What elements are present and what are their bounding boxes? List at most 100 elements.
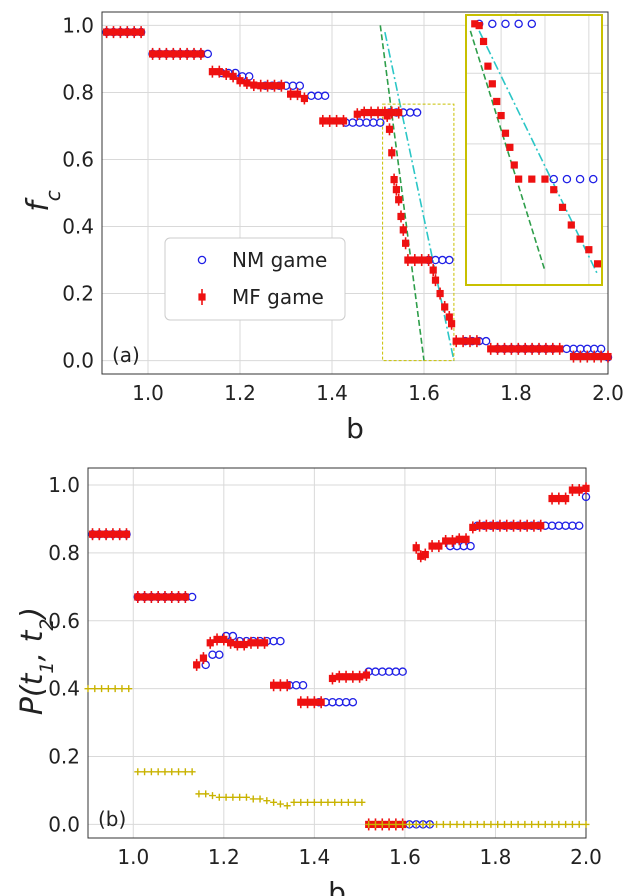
mf-data-point — [399, 226, 407, 234]
mf-data-point — [496, 522, 504, 530]
mf-data-point — [134, 593, 142, 601]
plus-data-point — [582, 820, 590, 828]
plus-data-point — [276, 800, 284, 808]
nm-data-point — [568, 521, 577, 530]
plus-data-point — [256, 795, 264, 803]
mf-data-point — [243, 79, 251, 87]
mf-data-point — [270, 82, 279, 90]
inset-background — [466, 15, 602, 285]
y-tick-label: 1.0 — [48, 473, 80, 497]
mf-data-point — [374, 108, 382, 117]
y-tick-label: 0.8 — [62, 80, 94, 104]
legend-nm-marker — [197, 255, 207, 265]
mf-data-point — [137, 28, 145, 36]
y-axis-label: P(t1, t2) — [15, 607, 58, 715]
plus-data-point — [209, 792, 216, 800]
plus-data-point — [263, 797, 271, 805]
mf-data-point — [162, 50, 170, 58]
mf-data-point — [310, 698, 318, 706]
y-axis-label: fc — [21, 190, 65, 212]
mf-data-point — [276, 681, 285, 689]
mf-data-point — [319, 117, 327, 125]
nm-data-point — [313, 91, 323, 101]
mf-data-point — [328, 674, 337, 683]
inset-nm-point — [588, 174, 598, 184]
y-tick-label: 0.4 — [62, 215, 94, 239]
nm-data-point — [335, 697, 344, 707]
nm-data-point — [276, 636, 285, 646]
mf-data-point — [448, 537, 457, 545]
mf-data-point — [168, 593, 176, 601]
inset-mf-point — [594, 260, 602, 268]
nm-data-point — [547, 521, 557, 530]
mf-data-point — [489, 522, 497, 530]
inset-mf-point — [484, 62, 492, 70]
nm-data-point — [298, 680, 308, 690]
plus-data-point — [134, 768, 142, 776]
plus-data-point — [168, 768, 176, 776]
mf-data-point — [257, 82, 265, 90]
nm-data-point — [554, 521, 564, 530]
nm-data-point — [384, 667, 394, 676]
plus-data-point — [562, 820, 570, 828]
mf-data-point — [174, 593, 183, 601]
plus-data-point — [467, 820, 475, 828]
mf-data-point — [469, 523, 477, 532]
legend-box — [164, 237, 346, 321]
plus-data-point — [446, 820, 454, 828]
plus-data-point — [222, 793, 230, 801]
plus-data-point — [439, 820, 447, 828]
mf-data-point — [206, 639, 214, 647]
mf-data-point — [109, 28, 118, 36]
mf-data-point — [353, 110, 361, 118]
mf-data-point — [404, 256, 412, 264]
inset-mf-point — [567, 221, 575, 229]
plus-data-point — [188, 768, 196, 776]
x-tick-label: 1.0 — [132, 381, 164, 405]
mf-data-point — [95, 530, 103, 538]
legend: NM game MF game — [164, 237, 346, 321]
mf-data-point — [390, 175, 398, 184]
plus-data-point — [460, 820, 468, 828]
plus-data-point — [141, 768, 149, 776]
mf-data-point — [161, 593, 169, 601]
mf-data-point — [109, 530, 117, 538]
nm-data-point — [215, 650, 224, 659]
nm-data-point — [307, 91, 316, 101]
mf-data-point — [576, 352, 584, 361]
panel-label: (b) — [98, 807, 126, 831]
inset-mf-point — [510, 161, 518, 169]
plus-data-point — [487, 820, 495, 828]
plus-data-point — [202, 790, 210, 798]
nm-data-point — [412, 108, 422, 117]
y-tick-label: 0.6 — [48, 609, 80, 633]
mf-data-point — [569, 352, 578, 361]
plus-data-point — [270, 798, 278, 806]
mf-data-point — [482, 522, 490, 530]
plus-data-point — [338, 798, 346, 806]
mf-data-point — [500, 345, 509, 353]
inset-nm-point — [562, 174, 572, 184]
plus-data-point — [453, 820, 461, 828]
mf-data-point — [190, 50, 198, 58]
plus-data-point — [392, 820, 400, 828]
inset-mf-point — [479, 37, 488, 46]
inset-nm-point — [514, 19, 523, 29]
plus-data-point — [104, 685, 112, 693]
mf-data-point — [283, 681, 291, 689]
mf-data-point — [183, 50, 191, 58]
mf-data-point — [317, 698, 325, 706]
x-tick-label: 1.8 — [480, 845, 512, 869]
plus-data-point — [215, 793, 223, 801]
mf-data-point — [459, 337, 467, 345]
nm-data-point — [292, 680, 301, 690]
nm-data-point — [362, 118, 371, 127]
mf-data-point — [452, 337, 460, 345]
mf-data-point — [417, 552, 425, 560]
mf-data-point — [428, 542, 436, 550]
inset-nm-point — [488, 19, 497, 29]
mf-data-point — [442, 537, 450, 545]
mf-data-point — [123, 28, 131, 36]
mf-data-point — [233, 640, 241, 649]
nm-data-point — [269, 636, 278, 646]
